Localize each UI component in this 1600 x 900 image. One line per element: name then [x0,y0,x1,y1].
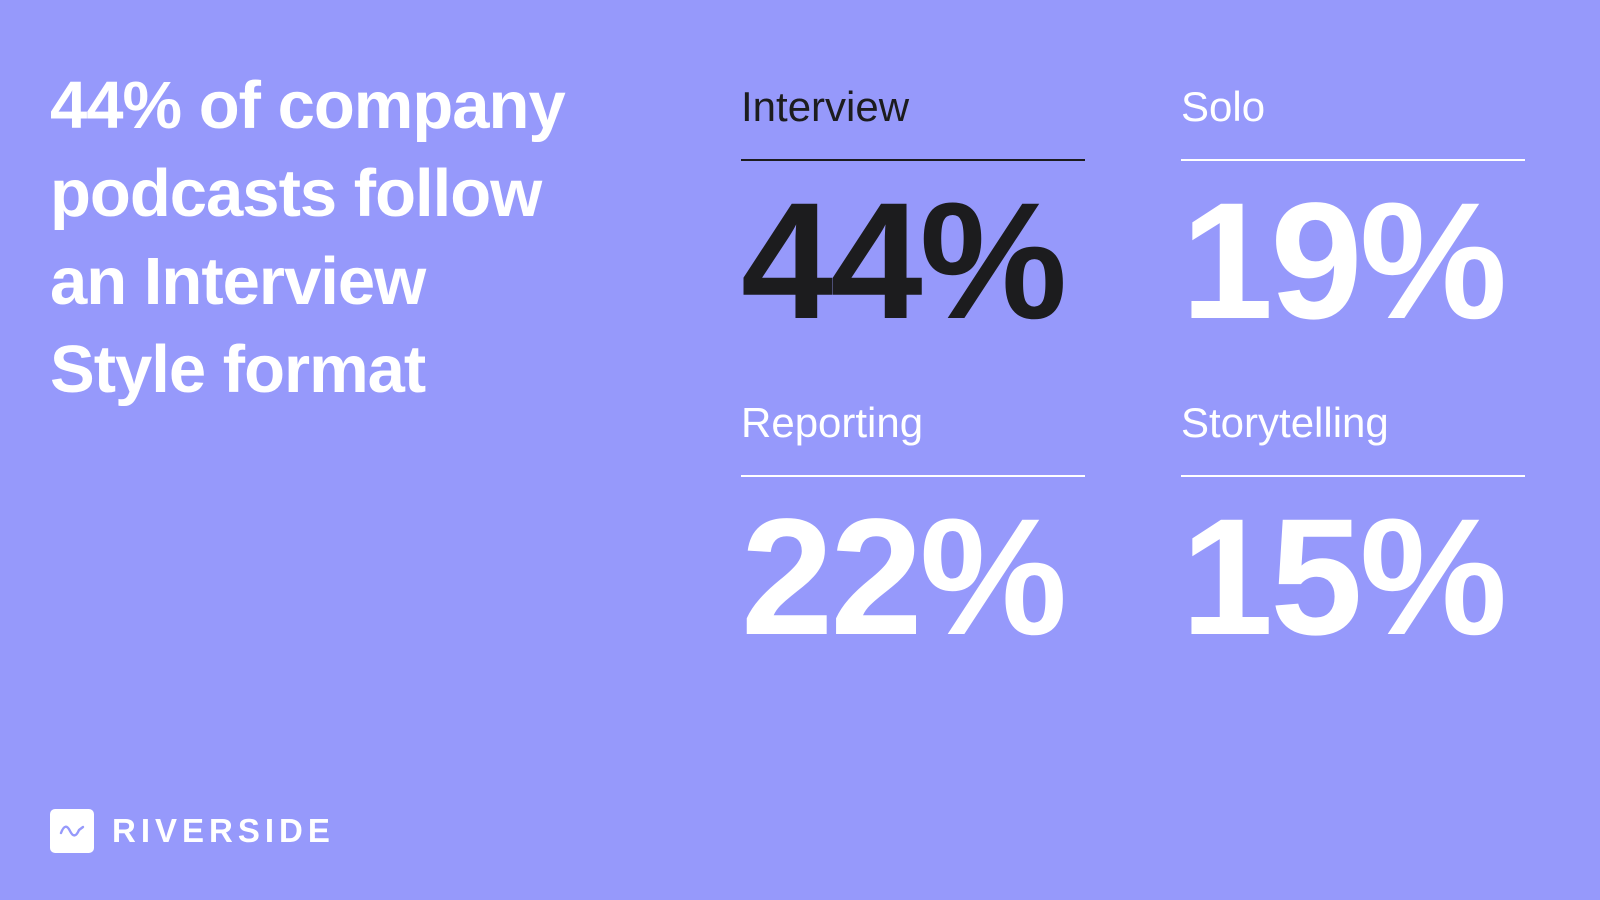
stat-storytelling: Storytelling 15% [1181,398,1525,670]
brand-logo: RIVERSIDE [50,809,335,853]
stat-solo: Solo 19% [1181,82,1525,354]
headline-line: 44% of company [50,68,566,143]
headline: 44% of company podcasts follow an Interv… [50,62,690,414]
stat-label: Reporting [741,399,924,446]
brand-name: RIVERSIDE [112,812,335,849]
stat-divider [1181,475,1525,477]
stat-value: 19% [1181,169,1507,354]
waveform-icon [50,809,94,853]
stat-value: 15% [1181,485,1507,670]
stat-interview: Interview 44% [741,82,1085,354]
stat-divider [741,159,1085,161]
stat-value: 44% [741,169,1067,354]
stat-divider [741,475,1085,477]
stat-divider [1181,159,1525,161]
stat-label: Storytelling [1181,399,1389,446]
stat-label: Solo [1181,83,1266,130]
stat-value: 22% [741,485,1067,670]
headline-line: an Interview [50,244,426,319]
headline-line: podcasts follow [50,156,542,231]
headline-line: Style format [50,332,426,407]
stat-label: Interview [741,83,910,130]
stat-reporting: Reporting 22% [741,398,1085,670]
